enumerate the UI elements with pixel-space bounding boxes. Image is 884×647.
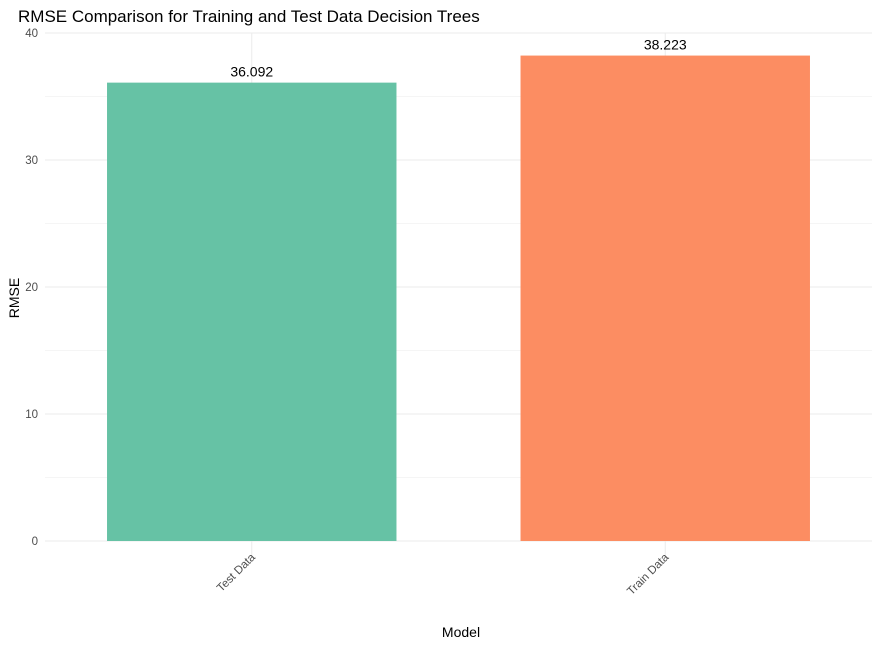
data-labels: 36.092 38.223 [230,37,687,80]
data-label: 38.223 [644,37,687,53]
bar-train-data [520,55,810,541]
x-axis-title: Model [442,624,480,640]
x-axis-ticks: Test Data Train Data [215,551,672,598]
y-tick-label: 40 [25,28,38,40]
bars [107,55,810,542]
y-axis-ticks: 0 10 20 30 40 [25,28,38,548]
chart-title: RMSE Comparison for Training and Test Da… [18,7,480,26]
y-tick-label: 30 [25,155,38,167]
x-tick-label: Test Data [215,551,258,594]
y-tick-label: 20 [25,282,38,294]
y-tick-label: 10 [25,409,38,421]
data-label: 36.092 [230,64,273,80]
x-tick-label: Train Data [625,551,672,598]
bar-test-data [107,82,397,542]
y-axis-title: RMSE [6,278,22,318]
y-tick-label: 0 [32,536,38,548]
